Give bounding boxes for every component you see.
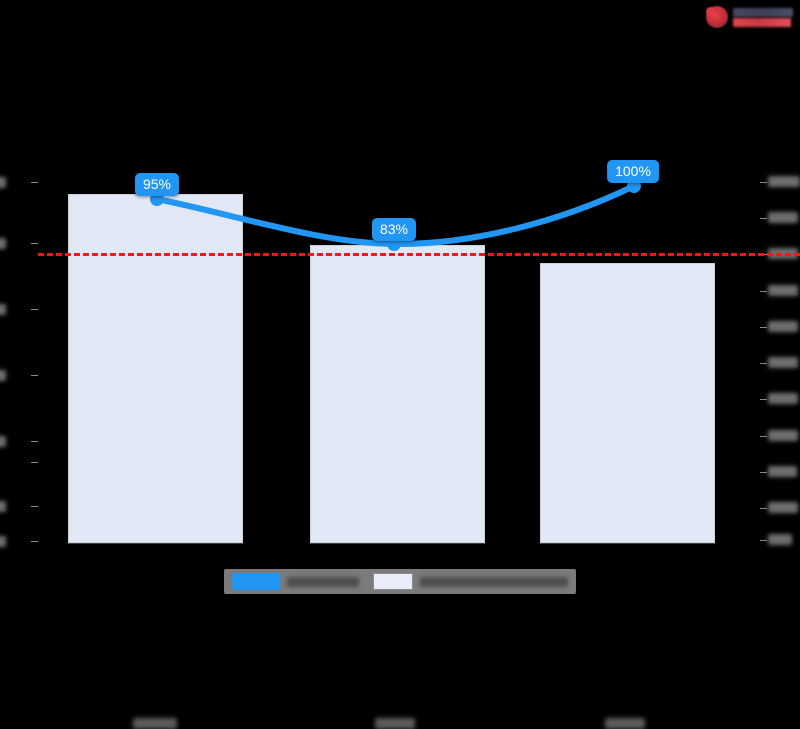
axis-label-right	[768, 393, 798, 404]
chart-title	[0, 76, 800, 103]
brand-logo	[704, 3, 796, 31]
logo-mark-icon	[704, 4, 730, 30]
xtick-label-2	[375, 718, 415, 729]
legend-label-line	[287, 576, 359, 587]
axis-label-right	[768, 534, 792, 545]
axis-label-right	[768, 285, 798, 296]
axis-label-right	[768, 502, 798, 513]
axis-label-left	[0, 177, 6, 188]
axis-tick-right	[760, 436, 767, 437]
axis-tick-right	[760, 472, 767, 473]
axis-label-left	[0, 501, 6, 512]
axis-tick-right	[760, 291, 767, 292]
plot-area	[0, 170, 800, 729]
legend-item-line[interactable]	[232, 573, 359, 590]
axis-tick-right	[760, 218, 767, 219]
axis-tick-left	[31, 375, 38, 376]
axis-label-right	[768, 357, 798, 368]
legend-swatch-bar-icon	[373, 573, 413, 590]
axis-tick-right	[760, 182, 767, 183]
chart-canvas: 95% 83% 100%	[0, 3, 800, 729]
data-label-2: 83%	[371, 218, 417, 241]
data-label-1: 95%	[134, 173, 180, 196]
axis-tick-right	[760, 363, 767, 364]
axis-tick-left	[31, 462, 38, 463]
axis-label-right	[768, 212, 798, 223]
axis-tick-right	[760, 540, 767, 541]
chart-legend	[224, 569, 576, 594]
axis-tick-left	[31, 309, 38, 310]
axis-tick-right	[760, 508, 767, 509]
xtick-label-1	[133, 718, 177, 729]
axis-label-right	[768, 466, 797, 477]
axis-tick-left	[31, 441, 38, 442]
xtick-label-3	[605, 718, 645, 729]
threshold-line	[38, 253, 800, 256]
axis-tick-left	[31, 182, 38, 183]
axis-tick-right	[760, 327, 767, 328]
axis-label-left	[0, 238, 6, 249]
legend-label-bar	[420, 576, 568, 587]
logo-wordmark	[733, 7, 793, 27]
axis-tick-left	[31, 541, 38, 542]
axis-label-right	[768, 430, 798, 441]
legend-item-bar[interactable]	[373, 573, 568, 590]
axis-label-left	[0, 536, 6, 547]
legend-swatch-line-icon	[232, 573, 280, 590]
data-label-3: 100%	[607, 160, 659, 183]
axis-label-right	[768, 176, 800, 187]
axis-label-left	[0, 304, 6, 315]
axis-tick-left	[31, 243, 38, 244]
axis-tick-left	[31, 506, 38, 507]
axis-label-right	[768, 321, 798, 332]
bar-category-2[interactable]	[310, 245, 485, 543]
axis-label-left	[0, 436, 6, 447]
axis-tick-right	[760, 399, 767, 400]
bar-category-3[interactable]	[540, 263, 715, 543]
axis-label-left	[0, 370, 6, 381]
bar-category-1[interactable]	[68, 194, 243, 543]
